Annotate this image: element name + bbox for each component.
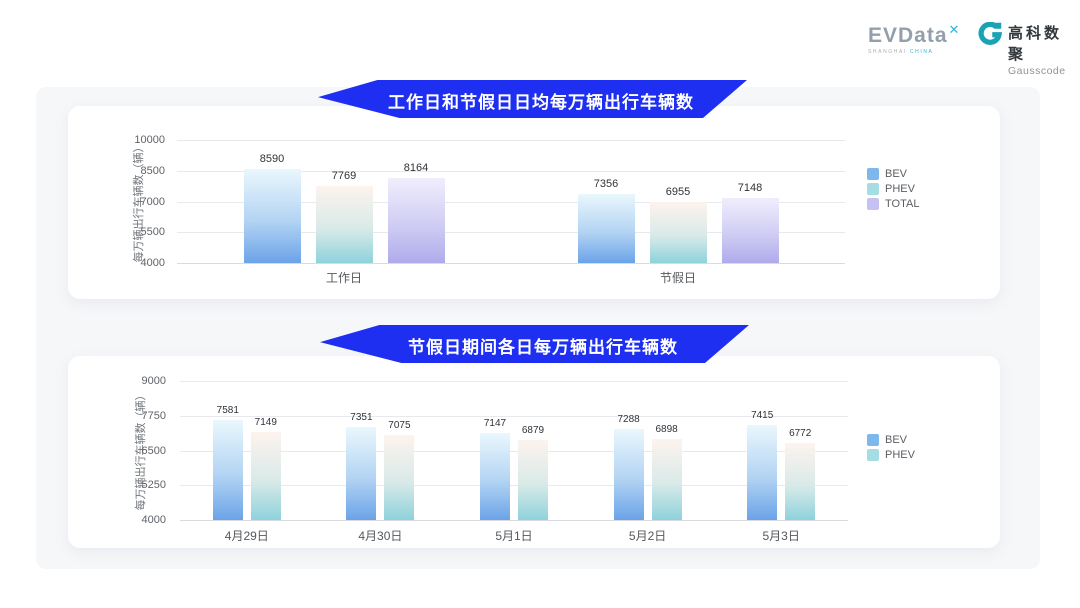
bar-phev-5月1日[interactable] [518,439,548,520]
chart1-plot-area: 4000 5500 7000 8500 10000 8590 7769 8164 工作日 7356… [134,134,845,285]
y-tick-label: 5250 [141,479,166,492]
gridline [177,140,845,141]
chart2-title-banner: 节假日期间各日每万辆出行车辆数 [320,325,749,363]
y-tick-label: 10000 [134,134,165,146]
gridline [180,381,848,382]
legend-item-phev[interactable]: PHEV [867,447,915,462]
y-tick-label: 4000 [141,514,166,526]
chart2-plot-area: 4000 5250 6500 7750 9000 7581 7149 4月29日 7351 707… [142,375,848,543]
y-tick-label: 8500 [140,164,165,177]
legend-item-bev[interactable]: BEV [867,166,919,181]
bar-bev-4月29日[interactable] [212,420,243,520]
y-tick-label: 6500 [141,444,166,457]
chart1-card: 每万辆出行车辆数（辆） 4000 5500 7000 8500 10000 8590 776… [68,106,1000,299]
chart1-title: 工作日和节假日日均每万辆出行车辆数 [388,93,694,112]
legend-swatch-icon [867,448,879,461]
bar-value-label: 7769 [331,169,357,182]
x-category-label: 5月2日 [628,529,667,543]
gausscode-name-en: Gausscode [1008,65,1066,77]
gausscode-logo-icon [978,22,1002,45]
bar-value-label: 7148 [737,182,763,195]
gridline [177,263,845,264]
y-tick-label: 4000 [140,257,165,269]
bar-value-label: 7351 [350,411,373,423]
brand-header: EVData✕ SHANGHAI CHINA 高科数聚 Gausscode [860,22,1070,77]
x-category-label: 工作日 [325,271,363,285]
chart1-legend: BEV PHEV TOTAL [867,166,919,211]
evdata-logo-text: EVData [868,24,948,47]
bar-value-label: 7288 [617,413,640,425]
bar-value-label: 8164 [403,161,429,174]
bar-value-label: 7075 [388,419,411,431]
legend-label: BEV [885,167,908,180]
bar-value-label: 7147 [483,417,507,429]
gridline [177,232,845,234]
gausscode-logo: 高科数聚 Gausscode [1008,22,1070,77]
legend-label: BEV [885,433,908,446]
chart1-title-banner: 工作日和节假日日均每万辆出行车辆数 [318,80,747,118]
bar-total-节假日[interactable] [721,198,779,263]
x-category-label: 节假日 [659,271,697,285]
bar-value-label: 8590 [259,152,285,165]
legend-item-phev[interactable]: PHEV [867,181,919,196]
evdata-x-icon: ✕ [948,22,960,37]
gridline [177,201,845,203]
gridline [180,520,848,521]
legend-swatch-icon [867,182,879,195]
bar-value-label: 7356 [593,178,619,191]
legend-item-total[interactable]: TOTAL [867,196,919,211]
bar-phev-节假日[interactable] [649,202,707,263]
y-tick-label: 5500 [140,226,165,239]
chart2-legend: BEV PHEV [867,432,915,462]
evdata-tagline: SHANGHAI CHINA [868,49,934,55]
gridline [180,485,848,487]
bar-value-label: 6772 [789,427,812,439]
bar-bev-5月2日[interactable] [613,428,644,520]
gridline [177,170,845,172]
legend-item-bev[interactable]: BEV [867,432,915,447]
y-tick-label: 7000 [140,195,165,208]
bar-value-label: 6955 [665,186,691,199]
bar-value-label: 6898 [655,424,678,436]
bar-value-label: 7415 [751,410,774,422]
bar-bev-工作日[interactable] [243,168,301,263]
bar-phev-工作日[interactable] [315,185,373,263]
x-category-label: 5月3日 [762,529,800,543]
evdata-logo: EVData✕ SHANGHAI CHINA [868,22,960,55]
legend-label: TOTAL [885,197,920,210]
bar-phev-4月29日[interactable] [250,432,281,520]
gridline [180,415,848,417]
chart2-card: 每万辆出行车辆数（辆） 4000 5250 6500 7750 9000 7581 7149… [68,356,1000,548]
x-category-label: 4月29日 [224,529,269,543]
legend-label: PHEV [885,182,915,195]
chart2-title: 节假日期间各日每万辆出行车辆数 [408,338,678,357]
bar-value-label: 7581 [216,405,239,417]
x-category-label: 4月30日 [358,529,403,543]
legend-swatch-icon [867,433,879,446]
bar-phev-5月3日[interactable] [785,442,816,520]
bar-phev-5月2日[interactable] [651,439,682,520]
legend-swatch-icon [867,167,879,180]
gridline [180,450,848,452]
legend-label: PHEV [885,448,915,461]
bar-value-label: 7149 [254,417,277,429]
y-tick-label: 9000 [141,375,166,387]
bar-phev-4月30日[interactable] [384,434,415,520]
x-category-label: 5月1日 [495,529,533,543]
legend-swatch-icon [867,197,879,210]
bar-bev-4月30日[interactable] [346,426,377,520]
bar-bev-5月1日[interactable] [480,432,510,520]
bar-bev-5月3日[interactable] [747,425,778,520]
bar-bev-节假日[interactable] [577,194,635,263]
bar-total-工作日[interactable] [387,177,445,263]
y-tick-label: 7750 [141,409,166,422]
bar-value-label: 6879 [521,424,545,436]
gausscode-name-cn: 高科数聚 [1008,25,1063,63]
